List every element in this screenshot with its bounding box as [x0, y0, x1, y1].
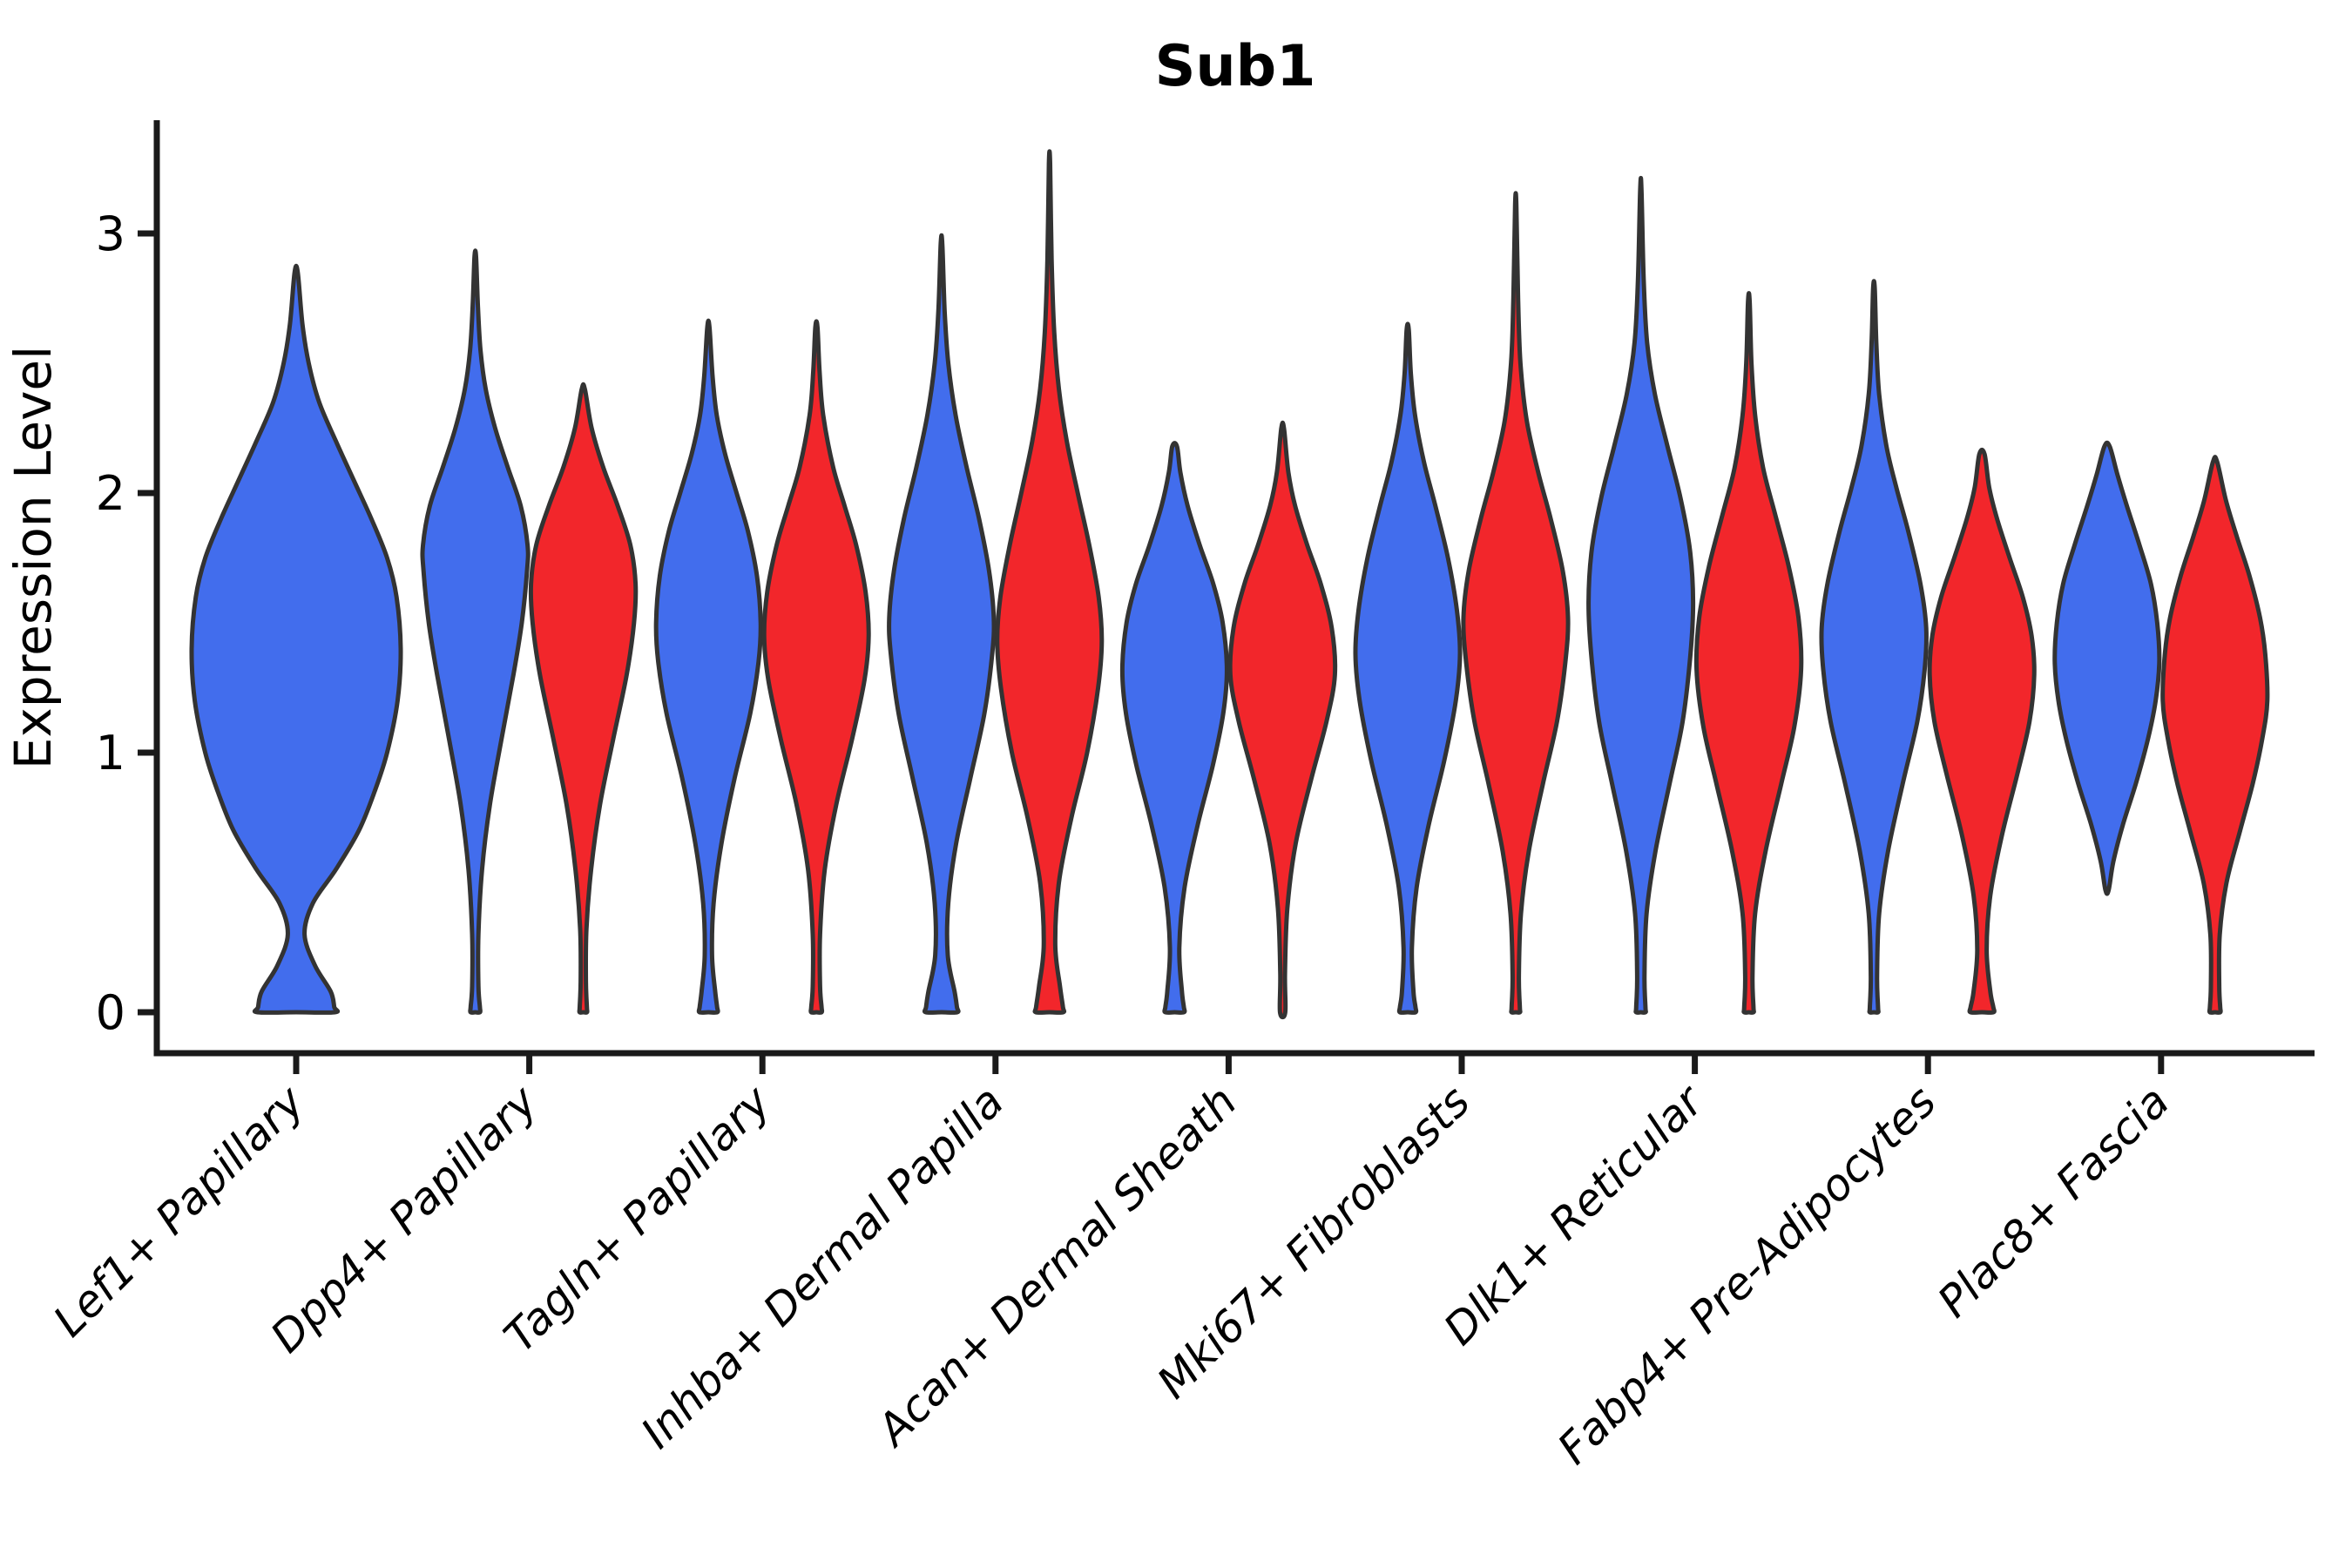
y-tick-label-1: 1 [96, 726, 125, 781]
violin-red-acan-dermal-sheath [1227, 420, 1338, 1020]
x-tick-label-7: Fabp4+ Pre-Adipocytes [1548, 1076, 1946, 1474]
violin-blue-mki67-fibroblasts [1353, 321, 1463, 1015]
x-tick-label-0: Lef1+ Papillary [44, 1075, 314, 1346]
violin-blue-dpp4-papillary [420, 248, 531, 1015]
y-tick-group: 0 1 2 3 [96, 206, 157, 1040]
violin-blue-fabp4-pre-adipocytes [1819, 279, 1929, 1015]
y-tick-label-0: 0 [96, 985, 125, 1040]
violin-red-inhba-dermal-papilla [995, 149, 1105, 1015]
violin-group [189, 149, 2270, 1020]
violin-red-tagln-papillary [761, 319, 871, 1015]
violin-blue-tagln-papillary [653, 318, 763, 1015]
violin-blue-dlk1-reticular [1586, 175, 1696, 1015]
violin-red-fabp4-pre-adipocytes [1927, 447, 2037, 1015]
violin-blue-plac8-fascia [2052, 440, 2162, 896]
violin-blue-inhba-dermal-papilla [887, 233, 997, 1015]
violin-red-dpp4-papillary [528, 382, 639, 1015]
violin-blue-acan-dermal-sheath [1119, 441, 1229, 1015]
violin-red-dlk1-reticular [1693, 291, 1804, 1015]
x-tick-label-8: Plac8+ Fascia [1928, 1076, 2179, 1327]
y-tick-label-3: 3 [96, 206, 125, 261]
chart-title: Sub1 [1155, 34, 1316, 99]
violin-blue-lef1-papillary [189, 263, 403, 1015]
violin-red-plac8-fascia [2160, 455, 2270, 1015]
y-axis-label: Expression Level [3, 346, 63, 769]
y-tick-label-2: 2 [96, 466, 125, 521]
violin-red-mki67-fibroblasts [1461, 191, 1571, 1015]
